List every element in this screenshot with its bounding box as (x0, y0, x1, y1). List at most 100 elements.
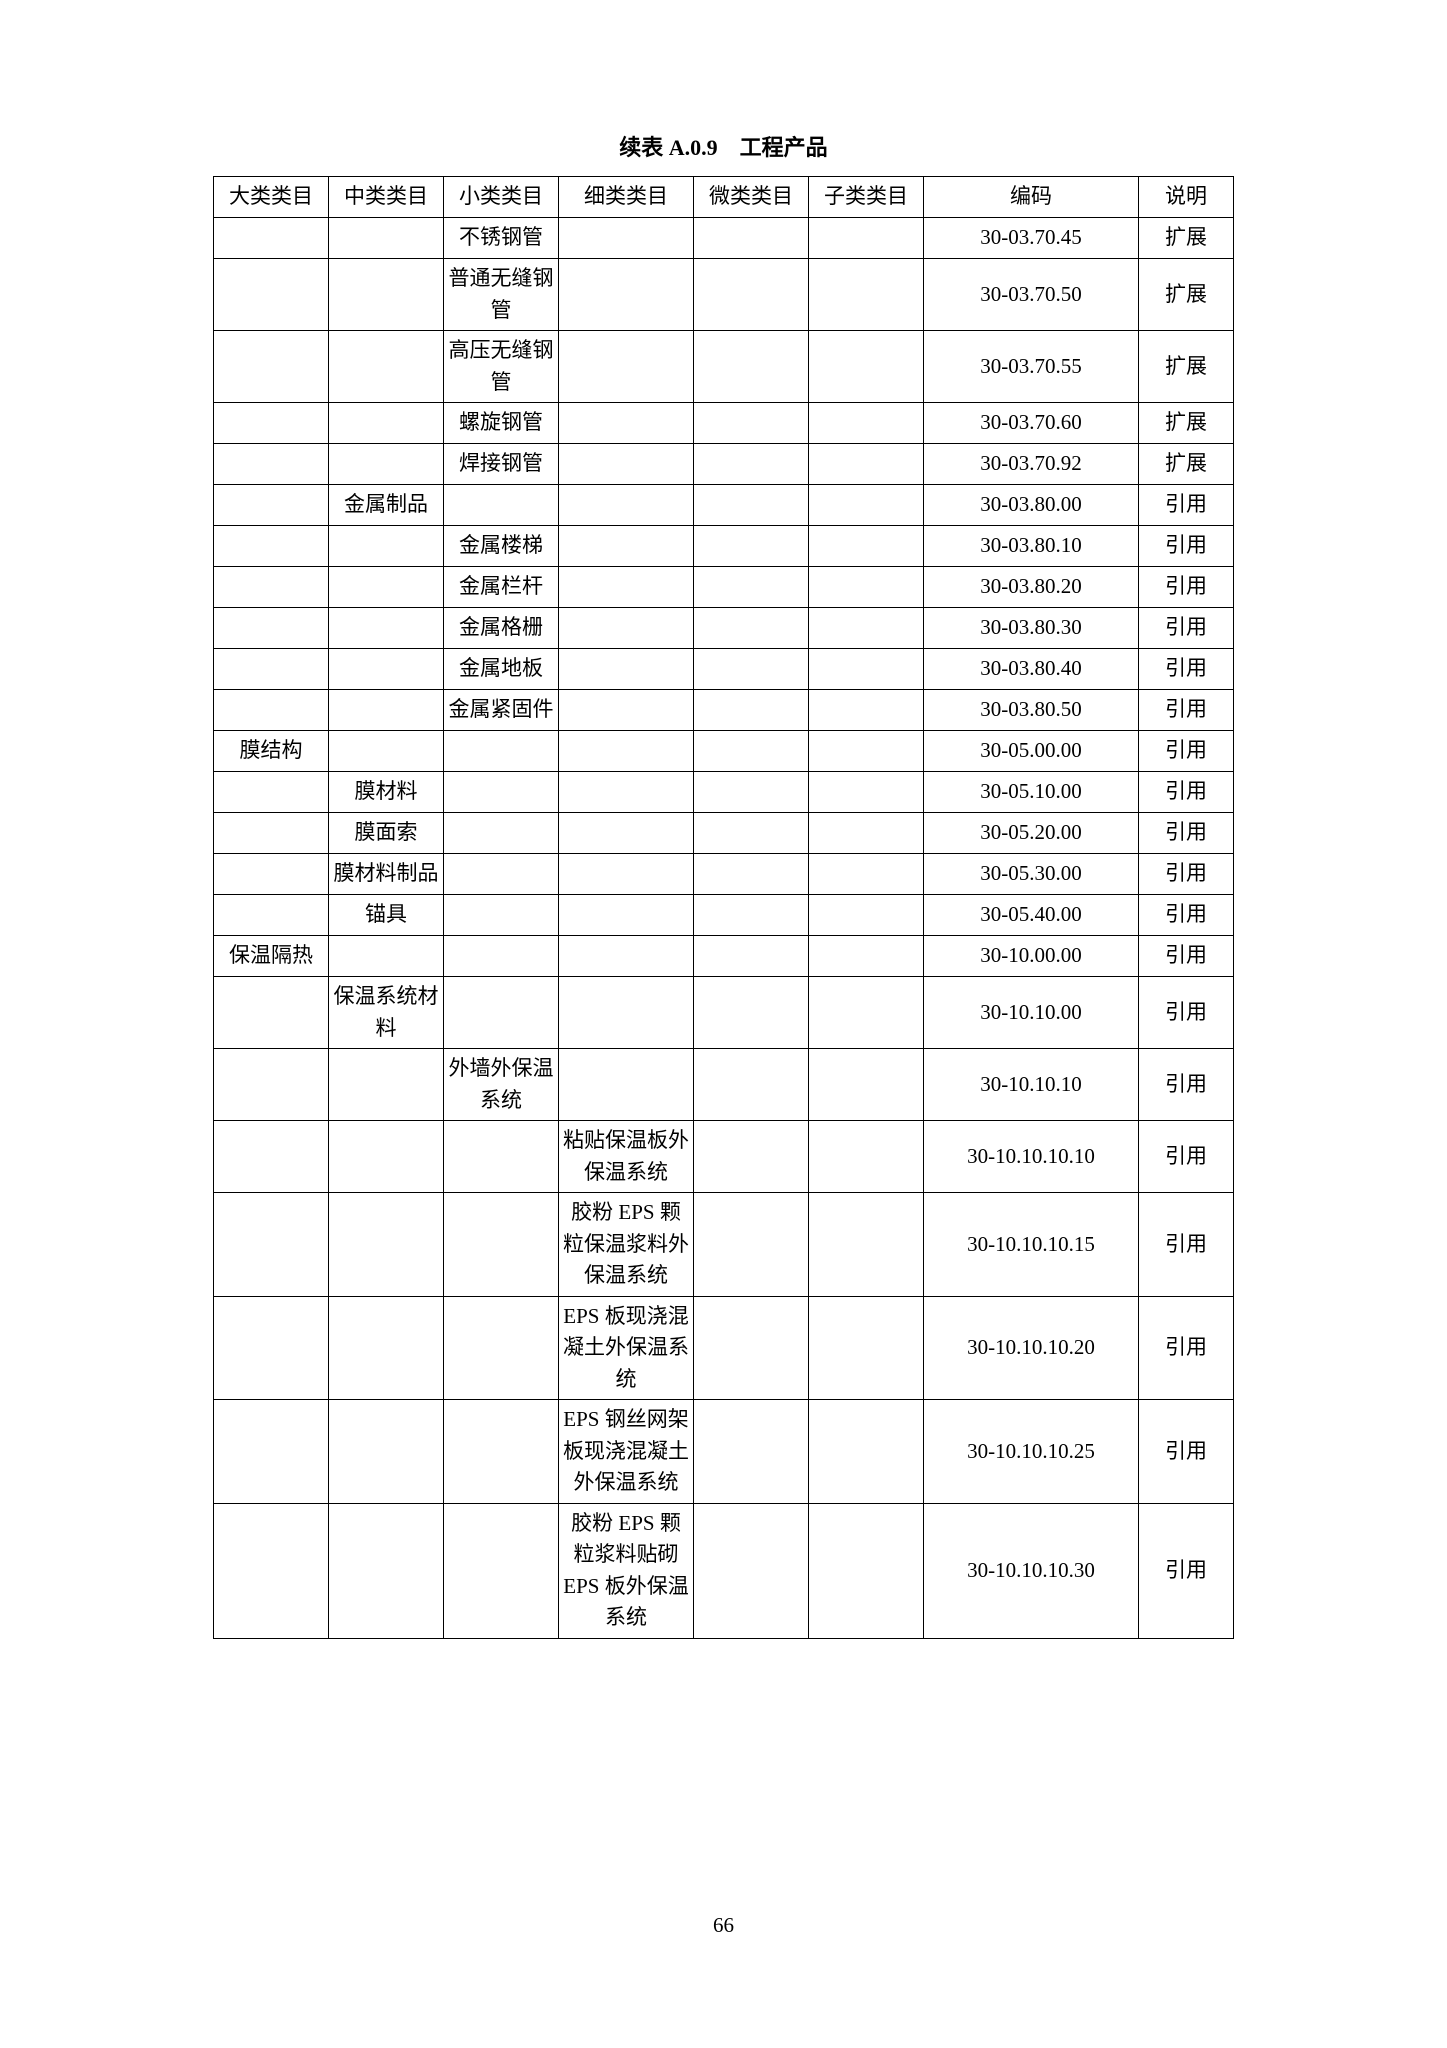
table-cell (329, 444, 444, 485)
table-cell (559, 690, 694, 731)
table-cell (559, 854, 694, 895)
table-cell (694, 567, 809, 608)
table-cell (559, 444, 694, 485)
col-header-1: 中类类目 (329, 177, 444, 218)
table-row: 保温系统材料30-10.10.00引用 (214, 977, 1234, 1049)
table-cell (444, 1121, 559, 1193)
table-cell: 30-10.10.10.15 (924, 1193, 1139, 1297)
table-cell (214, 218, 329, 259)
table-cell (214, 977, 329, 1049)
table-cell: 引用 (1139, 977, 1234, 1049)
table-cell (694, 690, 809, 731)
table-cell: 30-05.20.00 (924, 813, 1139, 854)
table-cell (809, 608, 924, 649)
table-cell (444, 731, 559, 772)
table-cell (444, 1296, 559, 1400)
table-cell (559, 1049, 694, 1121)
table-cell: 引用 (1139, 1503, 1234, 1638)
table-row: 金属紧固件30-03.80.50引用 (214, 690, 1234, 731)
table-cell: 普通无缝钢管 (444, 259, 559, 331)
table-cell: 引用 (1139, 485, 1234, 526)
table-cell (809, 1400, 924, 1504)
col-header-6: 编码 (924, 177, 1139, 218)
table-cell (559, 772, 694, 813)
table-cell (809, 1193, 924, 1297)
table-cell: 引用 (1139, 526, 1234, 567)
table-cell (809, 1049, 924, 1121)
table-row: 普通无缝钢管30-03.70.50扩展 (214, 259, 1234, 331)
table-cell (694, 1193, 809, 1297)
table-cell: 金属紧固件 (444, 690, 559, 731)
table-cell (694, 403, 809, 444)
table-cell: 30-05.30.00 (924, 854, 1139, 895)
col-header-4: 微类类目 (694, 177, 809, 218)
col-header-5: 子类类目 (809, 177, 924, 218)
table-cell (809, 331, 924, 403)
table-cell: EPS 钢丝网架板现浇混凝土外保温系统 (559, 1400, 694, 1504)
table-cell: 引用 (1139, 936, 1234, 977)
table-cell: 胶粉 EPS 颗粒保温浆料外保温系统 (559, 1193, 694, 1297)
table-cell (214, 854, 329, 895)
table-cell: 引用 (1139, 1049, 1234, 1121)
table-cell: 引用 (1139, 649, 1234, 690)
col-header-3: 细类类目 (559, 177, 694, 218)
table-cell (329, 526, 444, 567)
page-number: 66 (0, 1913, 1447, 1938)
page: 续表 A.0.9 工程产品 大类类目中类类目小类类目细类类目微类类目子类类目编码… (0, 0, 1447, 2048)
table-cell: 30-03.80.00 (924, 485, 1139, 526)
table-row: 金属楼梯30-03.80.10引用 (214, 526, 1234, 567)
table-row: 金属制品30-03.80.00引用 (214, 485, 1234, 526)
table-cell (694, 772, 809, 813)
table-cell (214, 259, 329, 331)
table-cell: 引用 (1139, 567, 1234, 608)
table-cell (214, 403, 329, 444)
table-cell (214, 608, 329, 649)
table-cell (809, 731, 924, 772)
table-cell: 30-10.10.10 (924, 1049, 1139, 1121)
table-cell: 引用 (1139, 731, 1234, 772)
table-cell (214, 1400, 329, 1504)
table-cell (694, 444, 809, 485)
table-cell: 膜材料制品 (329, 854, 444, 895)
table-cell (559, 813, 694, 854)
table-cell (329, 331, 444, 403)
table-cell (559, 218, 694, 259)
table-cell (694, 1503, 809, 1638)
table-cell (809, 403, 924, 444)
table-cell (559, 977, 694, 1049)
table-cell (329, 1296, 444, 1400)
table-cell (809, 936, 924, 977)
table-cell (444, 854, 559, 895)
table-cell (559, 259, 694, 331)
table-cell: 胶粉 EPS 颗粒浆料贴砌EPS 板外保温系统 (559, 1503, 694, 1638)
table-cell (444, 485, 559, 526)
table-cell: 扩展 (1139, 259, 1234, 331)
table-cell: 引用 (1139, 1296, 1234, 1400)
table-cell (329, 1400, 444, 1504)
table-cell (809, 218, 924, 259)
table-cell: 30-03.80.10 (924, 526, 1139, 567)
table-cell: 外墙外保温系统 (444, 1049, 559, 1121)
table-cell (329, 218, 444, 259)
table-cell (329, 649, 444, 690)
table-cell (444, 813, 559, 854)
table-cell (809, 1121, 924, 1193)
table-cell (559, 608, 694, 649)
table-cell (329, 731, 444, 772)
table-cell (809, 854, 924, 895)
table-cell (444, 977, 559, 1049)
table-cell (329, 1193, 444, 1297)
table-row: 高压无缝钢管30-03.70.55扩展 (214, 331, 1234, 403)
table-cell: 30-03.70.60 (924, 403, 1139, 444)
table-cell: 30-10.10.10.20 (924, 1296, 1139, 1400)
table-cell: 引用 (1139, 895, 1234, 936)
table-cell (809, 1296, 924, 1400)
table-cell (694, 1049, 809, 1121)
table-cell (694, 218, 809, 259)
table-cell (559, 331, 694, 403)
table-cell (809, 567, 924, 608)
table-cell (694, 1296, 809, 1400)
table-cell: 30-03.80.40 (924, 649, 1139, 690)
table-cell (329, 1049, 444, 1121)
table-row: 焊接钢管30-03.70.92扩展 (214, 444, 1234, 485)
